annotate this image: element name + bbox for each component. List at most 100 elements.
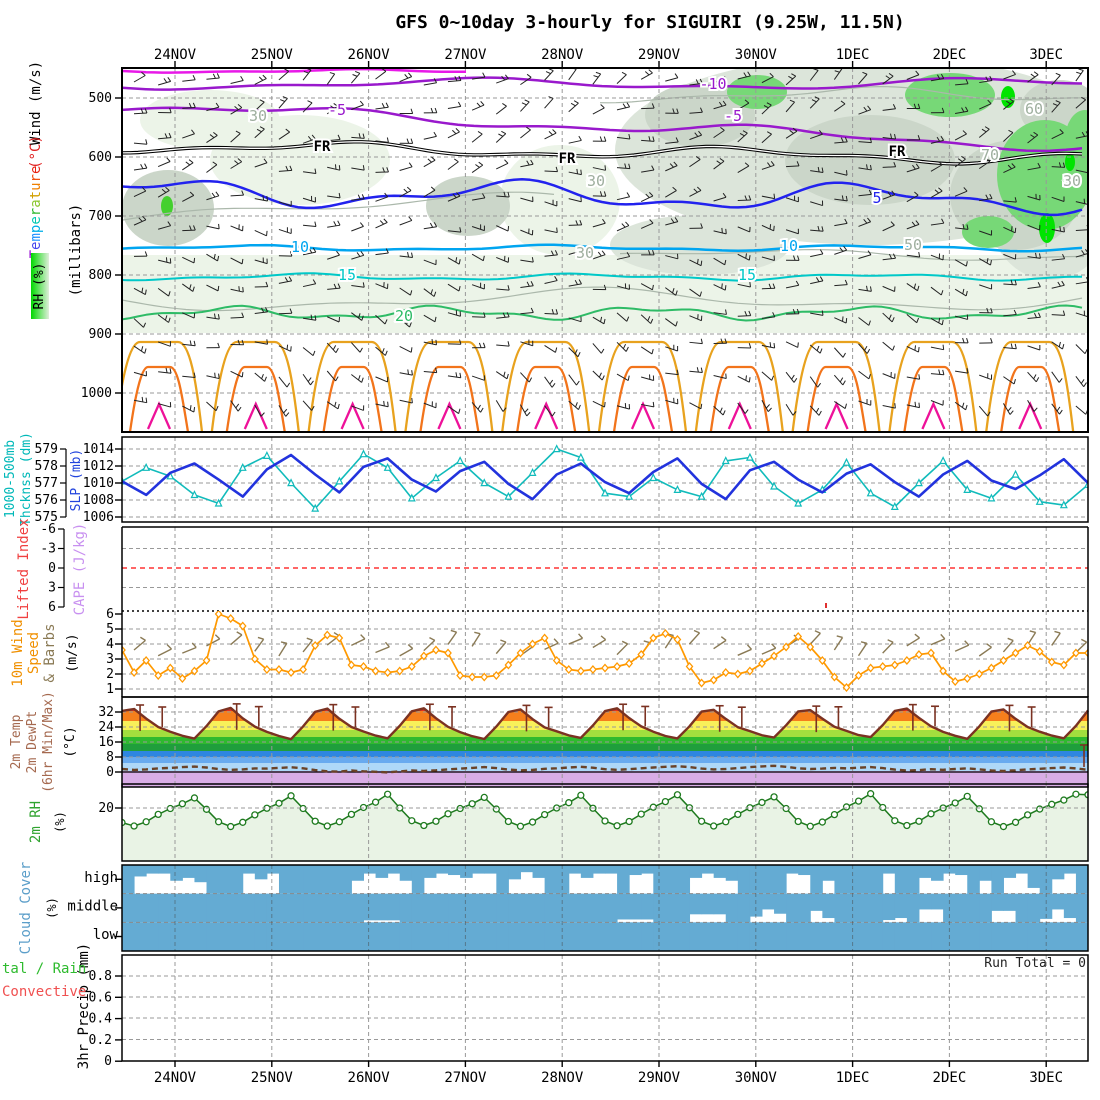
barb-flag: [1029, 630, 1036, 634]
cloud-bar-middle: [134, 893, 147, 923]
wind-barb: [761, 283, 776, 290]
barb-staff: [737, 75, 751, 80]
rh-marker: [178, 800, 187, 808]
barb-flag: [139, 636, 146, 641]
barb-flag: [188, 159, 194, 164]
barb-flag: [482, 255, 485, 261]
wind-speed-marker: [540, 633, 549, 643]
barb-flag: [1058, 341, 1061, 347]
barb-staff: [351, 638, 366, 647]
barb-flag: [457, 101, 462, 107]
barb-flag: [554, 250, 558, 256]
wind-barb: [882, 371, 896, 379]
wind-barb: [979, 193, 993, 202]
barb-staff: [133, 287, 146, 295]
barb-flag: [772, 312, 776, 318]
barb-flag: [771, 375, 775, 381]
barb-staff: [254, 372, 265, 382]
dewpoint-line: [121, 764, 1089, 774]
wind-barb: [230, 158, 243, 169]
barb-flag: [530, 281, 534, 286]
barb-flag: [521, 102, 527, 106]
slp-tick-label: 1006: [83, 510, 114, 525]
wind-barb: [761, 400, 772, 412]
barb-staff: [761, 344, 775, 349]
barb-staff: [350, 73, 361, 84]
barb-flag: [215, 102, 220, 108]
cloud-bar-high: [906, 865, 920, 894]
barb-flag: [506, 373, 509, 379]
barb-flag: [716, 160, 722, 165]
wind-barb: [1003, 98, 1014, 110]
wind-barb: [351, 374, 364, 383]
cloud-bar-middle: [870, 893, 884, 923]
ylabel-millibars: (millibars): [68, 204, 84, 297]
thickness-marker: [1059, 500, 1068, 509]
contour-label: -10: [699, 75, 726, 93]
cloud-bar-middle: [448, 893, 461, 923]
cloud-bar-low: [822, 922, 835, 951]
barb-staff: [157, 648, 172, 657]
barb-flag: [622, 103, 627, 109]
rh-marker: [1048, 800, 1056, 808]
barb-staff: [520, 259, 534, 263]
barb-flag: [748, 195, 752, 201]
barb-flag: [675, 321, 678, 327]
wind-barb: [1027, 345, 1041, 351]
barb-staff: [834, 222, 848, 227]
barb-flag: [526, 411, 531, 417]
wind-barb: [278, 308, 293, 315]
cloud-bar-middle: [834, 893, 847, 923]
barb-flag: [1076, 71, 1082, 75]
wind-speed-marker: [770, 651, 778, 661]
rh-tick-label: 20: [98, 801, 114, 816]
barb-staff: [616, 136, 630, 140]
barb-flag: [524, 99, 530, 103]
barb-flag: [942, 369, 945, 375]
barb-flag: [188, 102, 192, 108]
barb-flag: [1084, 348, 1088, 354]
barb-staff: [761, 104, 772, 115]
barb-flag: [361, 377, 364, 383]
barb-staff: [954, 644, 970, 652]
cloud-bar-middle: [991, 893, 1004, 911]
barb-flag: [938, 317, 941, 323]
barb-flag: [600, 316, 603, 322]
wind-speed-marker: [238, 621, 247, 631]
barb-staff: [641, 169, 655, 173]
wind-barb: [616, 192, 631, 201]
wind-barb: [641, 374, 655, 381]
cloud-bar-high: [206, 865, 220, 894]
rh-marker: [299, 804, 307, 813]
barb-flag: [986, 643, 992, 648]
barb-flag: [474, 631, 481, 635]
wind-barb: [979, 284, 993, 290]
barb-flag: [744, 195, 748, 201]
wind-barb: [809, 405, 822, 416]
barb-staff: [834, 401, 846, 409]
rh-marker: [528, 818, 537, 826]
barb-staff: [689, 370, 703, 374]
barb-flag: [990, 308, 993, 314]
wind-barb: [810, 225, 824, 232]
barb-staff: [133, 112, 148, 115]
barb-staff: [1075, 169, 1088, 174]
barb-staff: [640, 283, 653, 291]
barb-flag: [814, 630, 821, 634]
barb-flag: [306, 637, 313, 641]
cloud-bar-high: [761, 865, 775, 894]
barb-staff: [689, 259, 702, 267]
barb-staff: [544, 98, 554, 109]
temp-contour-30: [419, 365, 480, 432]
barb-staff: [157, 190, 170, 198]
barb-flag: [748, 377, 751, 383]
cloud-bar-high: [798, 865, 811, 876]
barb-staff: [1027, 345, 1041, 351]
wind-barb: [351, 405, 365, 411]
barb-staff: [133, 167, 147, 171]
wind-barb: [326, 342, 339, 354]
barb-flag: [314, 221, 317, 227]
barb-flag: [507, 192, 510, 198]
wind-barb: [641, 165, 655, 173]
barb-staff: [761, 133, 772, 144]
